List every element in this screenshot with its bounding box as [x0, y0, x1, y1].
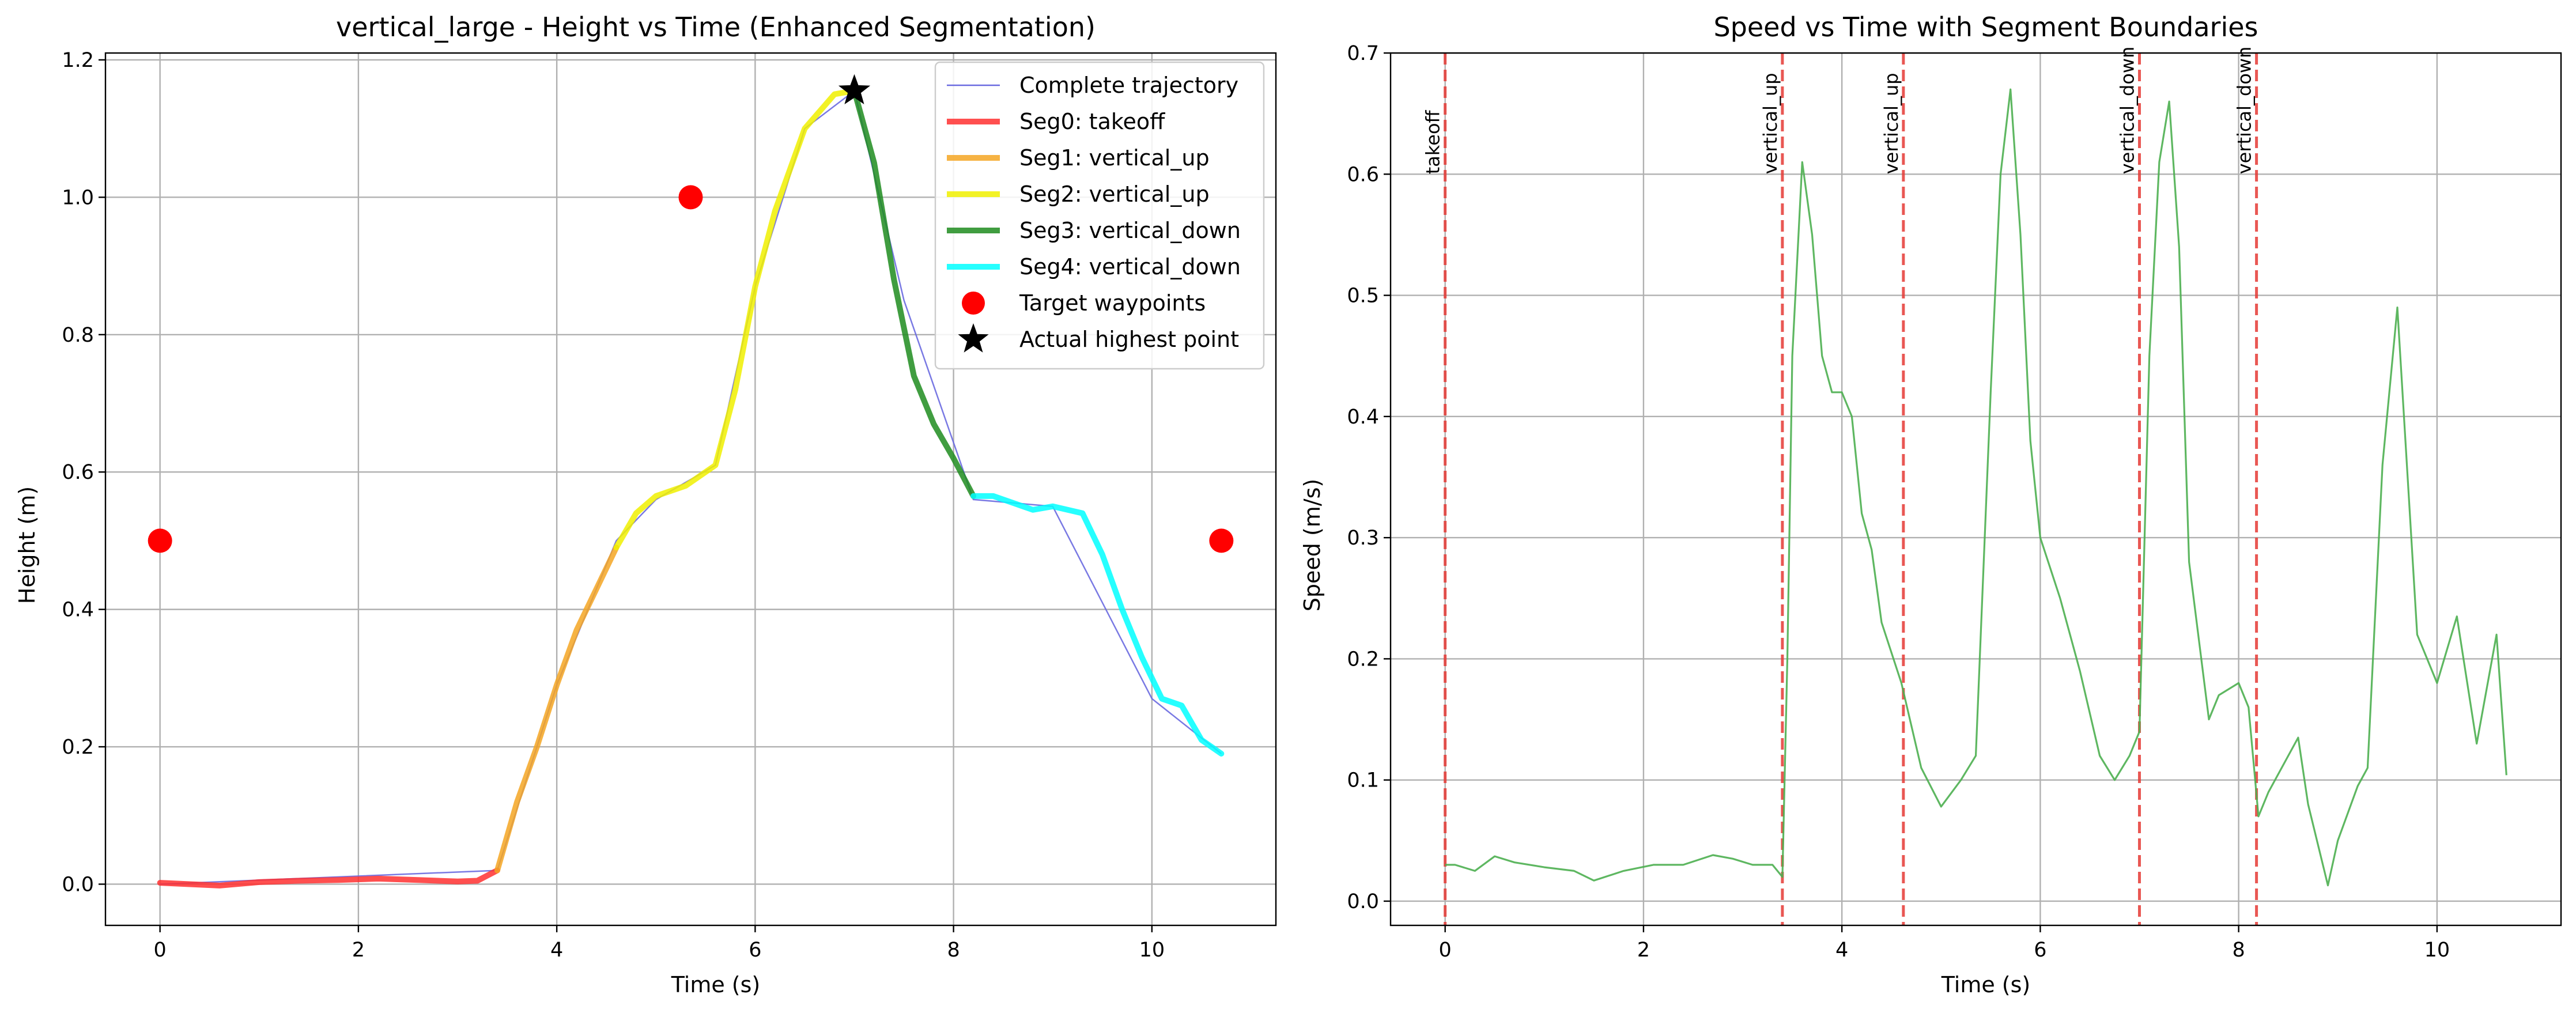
waypoint-marker — [1209, 528, 1234, 553]
legend: Complete trajectory Seg0: takeoff Seg1: ve… — [934, 61, 1265, 370]
legend-label: Seg1: vertical_up — [1019, 145, 1210, 171]
series-segment — [970, 493, 1225, 757]
x-tick-label: 4 — [550, 939, 563, 962]
axes-frame — [104, 52, 1277, 927]
legend-swatch — [962, 292, 985, 315]
y-axis-label: Height (m) — [14, 486, 40, 604]
y-tick-label: 0.3 — [1347, 527, 1379, 550]
legend-label: Seg0: takeoff — [1019, 109, 1165, 134]
y-tick-label: 0.8 — [62, 324, 94, 347]
plot-area — [148, 74, 1234, 889]
x-tick-label: 2 — [1637, 939, 1650, 962]
y-tick-label: 0.0 — [62, 873, 94, 896]
y-tick-label: 1.2 — [62, 49, 94, 72]
speed-line — [1445, 88, 2507, 887]
y-tick-label: 0.6 — [62, 461, 94, 484]
boundary-label: vertical_down — [2234, 47, 2256, 175]
x-tick-label: 2 — [352, 939, 365, 962]
x-axis-label: Time (s) — [671, 972, 761, 997]
y-tick-label: 0.5 — [1347, 285, 1379, 308]
y-tick-label: 0.6 — [1347, 163, 1379, 186]
legend-label: Actual highest point — [1019, 327, 1239, 352]
legend-label: Seg2: vertical_up — [1019, 182, 1210, 207]
x-tick-label: 6 — [749, 939, 761, 962]
y-tick-label: 0.2 — [62, 736, 94, 759]
x-tick-label: 10 — [2424, 939, 2450, 962]
speed-vs-time-panel: Speed vs Time with Segment Boundaries Ti… — [1300, 12, 2562, 997]
y-axis-label: Speed (m/s) — [1300, 479, 1325, 611]
chart-title: vertical_large - Height vs Time (Enhance… — [336, 12, 1096, 43]
boundary-label: vertical_up — [1759, 73, 1781, 174]
x-axis-label: Time (s) — [1941, 972, 2031, 997]
chart-title: Speed vs Time with Segment Boundaries — [1713, 12, 2258, 43]
height-vs-time-panel: vertical_large - Height vs Time (Enhance… — [14, 12, 1277, 997]
legend-label: Seg3: vertical_down — [1019, 218, 1241, 243]
x-tick-label: 0 — [154, 939, 167, 962]
waypoint-marker — [678, 185, 703, 210]
highest-point-marker — [838, 74, 871, 104]
x-tick-label: 6 — [2034, 939, 2046, 962]
x-tick-label: 0 — [1439, 939, 1452, 962]
plot-area: takeoff vertical_up vertical_up vertical_do… — [1422, 47, 2507, 925]
series-segment — [494, 545, 620, 874]
legend-swatch — [958, 323, 989, 353]
legend-label: Complete trajectory — [1019, 73, 1238, 98]
series-segment — [157, 867, 500, 889]
boundary-label: takeoff — [1422, 109, 1444, 174]
legend-label: Seg4: vertical_down — [1019, 254, 1241, 279]
y-tick-label: 0.4 — [62, 599, 94, 622]
legend-box — [934, 61, 1265, 370]
x-tick-label: 8 — [2232, 939, 2245, 962]
axes-frame — [1389, 52, 2562, 927]
boundary-label: vertical_down — [2116, 47, 2138, 175]
series-segment — [613, 88, 858, 551]
y-tick-label: 0.0 — [1347, 890, 1379, 913]
x-tick-label: 10 — [1139, 939, 1165, 962]
y-tick-label: 0.4 — [1347, 406, 1379, 429]
waypoint-marker — [148, 528, 172, 553]
x-tick-label: 4 — [1835, 939, 1848, 962]
gridlines — [105, 53, 1276, 925]
y-tick-label: 0.1 — [1347, 769, 1379, 792]
x-tick-label: 8 — [947, 939, 960, 962]
legend-label: Target waypoints — [1019, 290, 1206, 316]
y-tick-label: 1.0 — [62, 186, 94, 209]
series-segment — [851, 88, 976, 499]
y-tick-label: 0.2 — [1347, 648, 1379, 671]
tick-group: 0 2 4 6 8 10 0.0 0.1 0.2 0.3 0.4 0.5 0.6 0.7 — [1347, 42, 2450, 962]
y-tick-label: 0.7 — [1347, 42, 1379, 65]
boundary-label: vertical_up — [1880, 73, 1902, 174]
tick-group: 0 2 4 6 8 10 0.0 0.2 0.4 0.6 0.8 1.0 1.2 — [62, 49, 1165, 962]
